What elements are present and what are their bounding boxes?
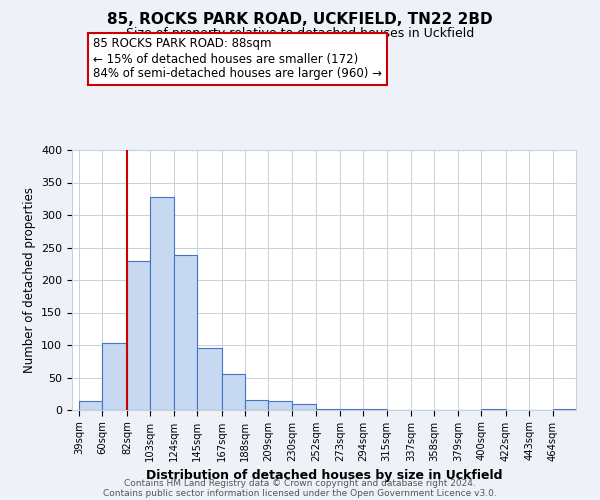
- Bar: [103, 343, 127, 410]
- Text: 85 ROCKS PARK ROAD: 88sqm
← 15% of detached houses are smaller (172)
84% of semi: 85 ROCKS PARK ROAD: 88sqm ← 15% of detac…: [93, 38, 382, 80]
- Bar: [221, 374, 245, 410]
- Y-axis label: Number of detached properties: Number of detached properties: [23, 187, 35, 373]
- Bar: [151, 197, 174, 410]
- Bar: [79, 401, 103, 410]
- Text: Size of property relative to detached houses in Uckfield: Size of property relative to detached ho…: [126, 28, 474, 40]
- Text: 85, ROCKS PARK ROAD, UCKFIELD, TN22 2BD: 85, ROCKS PARK ROAD, UCKFIELD, TN22 2BD: [107, 12, 493, 28]
- X-axis label: Distribution of detached houses by size in Uckfield: Distribution of detached houses by size …: [146, 469, 502, 482]
- Text: Contains HM Land Registry data © Crown copyright and database right 2024.: Contains HM Land Registry data © Crown c…: [124, 478, 476, 488]
- Text: Contains public sector information licensed under the Open Government Licence v3: Contains public sector information licen…: [103, 489, 497, 498]
- Bar: [174, 256, 197, 410]
- Bar: [127, 260, 151, 410]
- Bar: [292, 404, 316, 410]
- Bar: [197, 348, 221, 410]
- Bar: [245, 400, 268, 410]
- Bar: [268, 401, 292, 410]
